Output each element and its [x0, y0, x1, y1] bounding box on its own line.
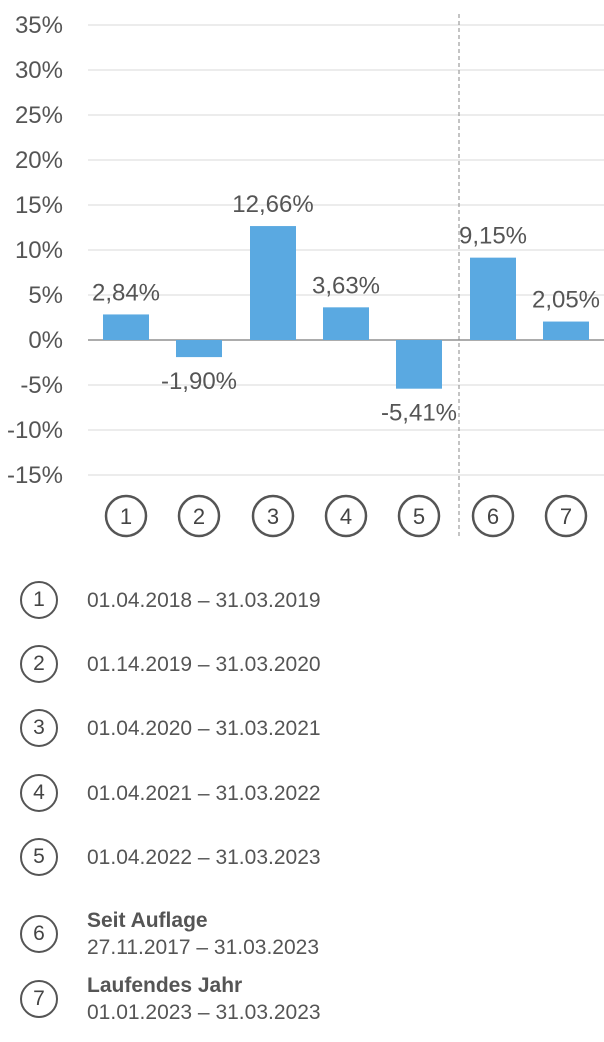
legend-number-6: 6 — [20, 915, 58, 953]
legend-label-6: Seit Auflage — [87, 909, 208, 932]
y-tick-label: 0% — [28, 327, 63, 354]
legend-text-7: Laufendes Jahr 01.01.2023 – 31.03.2023 — [87, 972, 321, 1026]
bar — [323, 307, 369, 340]
legend-item-7: 7 Laufendes Jahr 01.01.2023 – 31.03.2023 — [20, 972, 321, 1026]
value-labels: 2,84% -1,90% 12,66% 3,63% -5,41% 9,15% 2,05% — [92, 191, 600, 427]
bar — [396, 340, 442, 389]
category-markers: 1 2 3 4 5 6 7 — [104, 494, 588, 538]
x-tick-label: 6 — [487, 504, 499, 529]
legend-item-1: 1 01.04.2018 – 31.03.2019 — [20, 581, 321, 619]
value-label: 9,15% — [459, 223, 527, 250]
y-tick-label: -15% — [7, 462, 63, 489]
category-circle — [471, 494, 515, 538]
legend-number-3: 3 — [20, 709, 58, 747]
legend-item-6: 6 Seit Auflage 27.11.2017 – 31.03.2023 — [20, 907, 319, 961]
legend-range-2: 01.14.2019 – 31.03.2020 — [87, 652, 321, 676]
legend-number-1: 1 — [20, 581, 58, 619]
value-label: 2,84% — [92, 279, 160, 306]
value-label: 3,63% — [312, 272, 380, 299]
legend-text-5: 01.04.2022 – 31.03.2023 — [87, 844, 321, 871]
legend-range-7: 01.01.2023 – 31.03.2023 — [87, 1001, 321, 1024]
value-label: 12,66% — [232, 191, 313, 218]
legend-label-7: Laufendes Jahr — [87, 974, 243, 997]
y-axis-labels: 35% 30% 25% 20% 15% 10% 5% 0% -5% -10% -15% — [7, 12, 63, 489]
y-tick-label: 35% — [15, 12, 63, 39]
y-tick-label: 15% — [15, 192, 63, 219]
legend-range-1: 01.04.2018 – 31.03.2019 — [87, 588, 321, 612]
y-tick-label: -5% — [20, 372, 63, 399]
category-circle — [104, 494, 148, 538]
value-label: -5,41% — [381, 400, 457, 427]
legend-range-5: 01.04.2022 – 31.03.2023 — [87, 845, 321, 869]
x-tick-label: 1 — [120, 504, 132, 529]
y-tick-label: 20% — [15, 147, 63, 174]
y-tick-label: 10% — [15, 237, 63, 264]
category-circle — [177, 494, 221, 538]
legend-range-3: 01.04.2020 – 31.03.2021 — [87, 716, 321, 740]
legend-number-5: 5 — [20, 838, 58, 876]
legend-text-4: 01.04.2021 – 31.03.2022 — [87, 780, 321, 807]
bar — [250, 226, 296, 340]
legend-item-3: 3 01.04.2020 – 31.03.2021 — [20, 709, 321, 747]
legend-text-3: 01.04.2020 – 31.03.2021 — [87, 715, 321, 742]
x-tick-label: 7 — [560, 504, 572, 529]
y-tick-label: 30% — [15, 57, 63, 84]
x-tick-label: 5 — [413, 504, 425, 529]
x-tick-label: 2 — [193, 504, 205, 529]
bars — [103, 226, 589, 389]
bar — [543, 321, 589, 340]
category-circle — [397, 494, 441, 538]
legend-item-2: 2 01.14.2019 – 31.03.2020 — [20, 645, 321, 683]
value-label: 2,05% — [532, 287, 600, 314]
y-tick-label: 5% — [28, 282, 63, 309]
category-circle — [251, 494, 295, 538]
bar — [103, 314, 149, 340]
legend-number-7: 7 — [20, 980, 58, 1018]
category-circle — [324, 494, 368, 538]
bar — [470, 257, 516, 340]
legend-range-6: 27.11.2017 – 31.03.2023 — [87, 936, 319, 959]
legend-item-5: 5 01.04.2022 – 31.03.2023 — [20, 838, 321, 876]
x-tick-label: 3 — [267, 504, 279, 529]
legend-number-4: 4 — [20, 774, 58, 812]
legend-range-4: 01.04.2021 – 31.03.2022 — [87, 781, 321, 805]
bar — [176, 340, 222, 358]
legend-text-6: Seit Auflage 27.11.2017 – 31.03.2023 — [87, 907, 319, 961]
legend-item-4: 4 01.04.2021 – 31.03.2022 — [20, 774, 321, 812]
legend-number-2: 2 — [20, 645, 58, 683]
category-circle — [544, 494, 588, 538]
x-tick-label: 4 — [340, 504, 352, 529]
value-label: -1,90% — [161, 368, 237, 395]
y-tick-label: 25% — [15, 102, 63, 129]
bar-chart: 35% 30% 25% 20% 15% 10% 5% 0% -5% -10% -15% 2,84% -… — [7, 12, 604, 538]
y-tick-label: -10% — [7, 417, 63, 444]
legend-text-1: 01.04.2018 – 31.03.2019 — [87, 587, 321, 614]
gridlines — [88, 14, 604, 538]
legend-text-2: 01.14.2019 – 31.03.2020 — [87, 651, 321, 678]
